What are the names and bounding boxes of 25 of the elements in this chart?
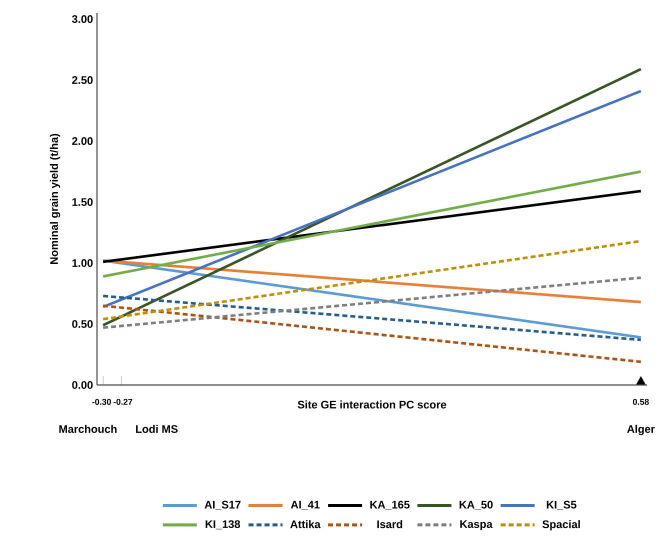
y-tick-label: 2.00 [72,137,93,145]
legend-label: Spacial [542,520,580,530]
legend-label: KI_S5 [546,500,576,510]
legend-label: KA_50 [460,500,493,510]
legend-label: KI_138 [206,520,240,530]
legend-label: Attika [290,520,321,528]
y-tick-label: 1.00 [72,259,93,267]
legend-label: AI_41 [290,500,320,510]
y-tick-label: 0.50 [72,320,93,328]
text: Marchouch [59,424,117,433]
y-tick-label: 0.00 [72,381,93,389]
y-tick-label: 1.50 [72,198,93,206]
x-tick-label: -0.30 [92,398,111,405]
x-tick-label: -0.27 [114,398,132,405]
y-axis-title: Nominal grain yield (t/ha) [50,134,60,264]
legend-label: AI_S17 [204,500,241,510]
y-tick-label: 2.50 [72,76,93,84]
legend-label: KA_165 [370,500,410,510]
x-tick-label: 0.58 [632,398,649,405]
legend-label: Isard [377,520,402,528]
legend-label: Kaspa [460,520,493,530]
y-tick-label: 3.00 [72,15,93,23]
text: Alger [627,424,655,436]
x-axis-title: Site GE interaction PC score [298,400,446,409]
text: Lodi MS [136,424,178,433]
